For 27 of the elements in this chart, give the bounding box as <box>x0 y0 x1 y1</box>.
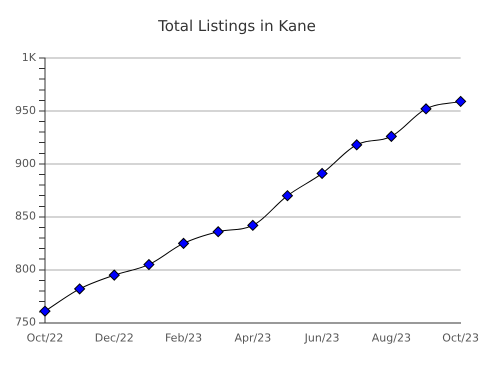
y-tick-label: 750 <box>14 316 36 329</box>
point <box>455 96 466 107</box>
point <box>143 259 154 270</box>
x-tick-label: Oct/22 <box>26 331 64 344</box>
x-tick-label: Oct/23 <box>442 331 480 344</box>
x-tick-label: Apr/23 <box>234 331 272 344</box>
y-tick-label: 850 <box>14 210 36 223</box>
x-tick-label: Jun/23 <box>304 331 340 344</box>
point <box>212 226 224 238</box>
point <box>316 168 328 179</box>
y-tick-label: 800 <box>14 262 36 276</box>
point <box>282 190 293 202</box>
x-tick-label: Aug/23 <box>372 331 411 344</box>
y-tick-label: 1K <box>22 50 37 64</box>
point <box>420 103 432 114</box>
point <box>74 283 86 294</box>
x-tick-label: Dec/22 <box>94 331 134 344</box>
x-tick-label: Feb/23 <box>164 331 202 344</box>
point <box>386 130 397 142</box>
chart-title: Total Listings in Kane <box>157 16 316 35</box>
point <box>39 306 50 317</box>
point <box>247 220 258 231</box>
point <box>351 139 362 150</box>
point <box>178 238 190 249</box>
point <box>108 270 120 281</box>
y-tick-label: 900 <box>14 156 36 170</box>
y-tick-label: 950 <box>14 104 36 117</box>
